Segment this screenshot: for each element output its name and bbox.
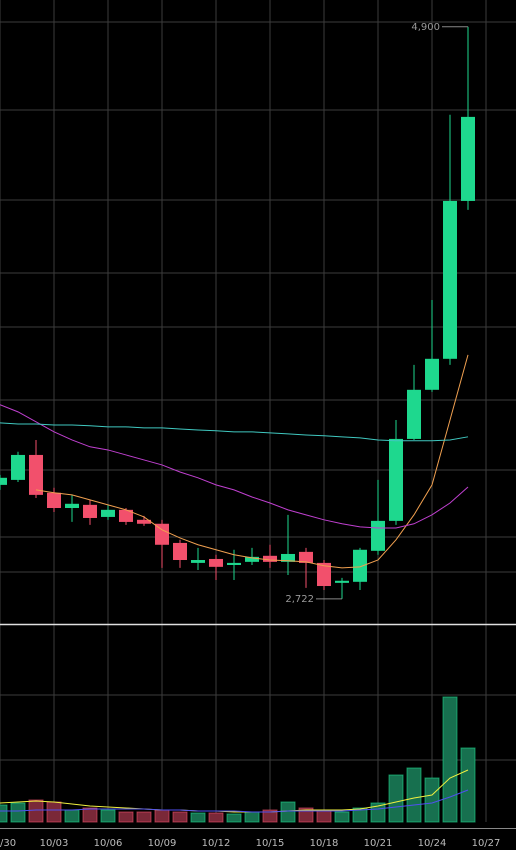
candle-body: [389, 438, 403, 521]
x-tick-label: 10/03: [40, 838, 69, 849]
volume-bar: [442, 696, 458, 823]
volume-bar: [82, 807, 98, 823]
ma-line: [0, 422, 469, 442]
candle-body: [425, 358, 439, 390]
volume-bar: [154, 809, 170, 823]
candle-body: [245, 556, 259, 562]
volume-bar: [262, 809, 278, 823]
candle-body: [119, 509, 133, 522]
volume-bar: [460, 747, 476, 823]
candle-body: [263, 555, 277, 562]
volume-bar: [136, 811, 152, 823]
x-tick-label: 10/27: [472, 838, 501, 849]
candle-body: [65, 503, 79, 509]
volume-bar: [370, 802, 386, 823]
x-tick-label: 10/18: [310, 838, 339, 849]
volume-ma-line: [0, 769, 469, 813]
candle-body: [173, 542, 187, 561]
volume-bar: [100, 809, 116, 823]
volume-bar: [334, 811, 350, 823]
candle-body: [209, 558, 223, 567]
candle-body: [0, 477, 7, 485]
candle-body: [317, 562, 331, 587]
x-tick-label: /30: [0, 838, 16, 849]
x-tick-label: 10/06: [94, 838, 123, 849]
candle-body: [335, 580, 349, 583]
volume-bar: [28, 799, 44, 823]
x-tick-label: 10/09: [148, 838, 177, 849]
x-tick-label: 10/15: [256, 838, 285, 849]
candle-body: [155, 523, 169, 545]
x-tick-label: 10/21: [364, 838, 393, 849]
annotation-label: 2,722: [285, 594, 314, 605]
volume-bar: [388, 774, 404, 823]
volume-bar: [10, 802, 26, 823]
volume-bar: [352, 807, 368, 823]
ma-line: [0, 404, 469, 529]
candle-body: [227, 562, 241, 566]
candle-body: [191, 560, 205, 563]
volume-bar: [172, 811, 188, 823]
volume-bar: [208, 812, 224, 823]
ma-line: [35, 354, 469, 569]
volume-ma-line: [0, 789, 469, 813]
volume-bar: [244, 811, 260, 823]
candle-body: [281, 553, 295, 562]
annotation-label: 4,900: [411, 22, 440, 33]
candle-body: [101, 509, 115, 517]
volume-bar: [280, 801, 296, 823]
candle-body: [461, 116, 475, 201]
volume-bar: [46, 801, 62, 823]
candle-body: [443, 200, 457, 359]
candle-body: [407, 389, 421, 439]
candle-body: [371, 520, 385, 551]
candle-body: [353, 549, 367, 582]
volume-bar: [118, 811, 134, 823]
volume-bar: [406, 767, 422, 823]
candle-body: [83, 504, 97, 518]
volume-bar: [316, 809, 332, 823]
volume-bar: [64, 809, 80, 823]
volume-bar: [424, 777, 440, 823]
candle-body: [299, 551, 313, 563]
volume-bar: [226, 813, 242, 823]
candle-body: [11, 454, 25, 480]
volume-bar: [190, 812, 206, 823]
candle-body: [47, 492, 61, 509]
x-tick-label: 10/24: [418, 838, 447, 849]
candle-body: [137, 519, 151, 524]
x-tick-label: 10/12: [202, 838, 231, 849]
candle-body: [29, 454, 43, 495]
volume-bar: [0, 804, 8, 823]
